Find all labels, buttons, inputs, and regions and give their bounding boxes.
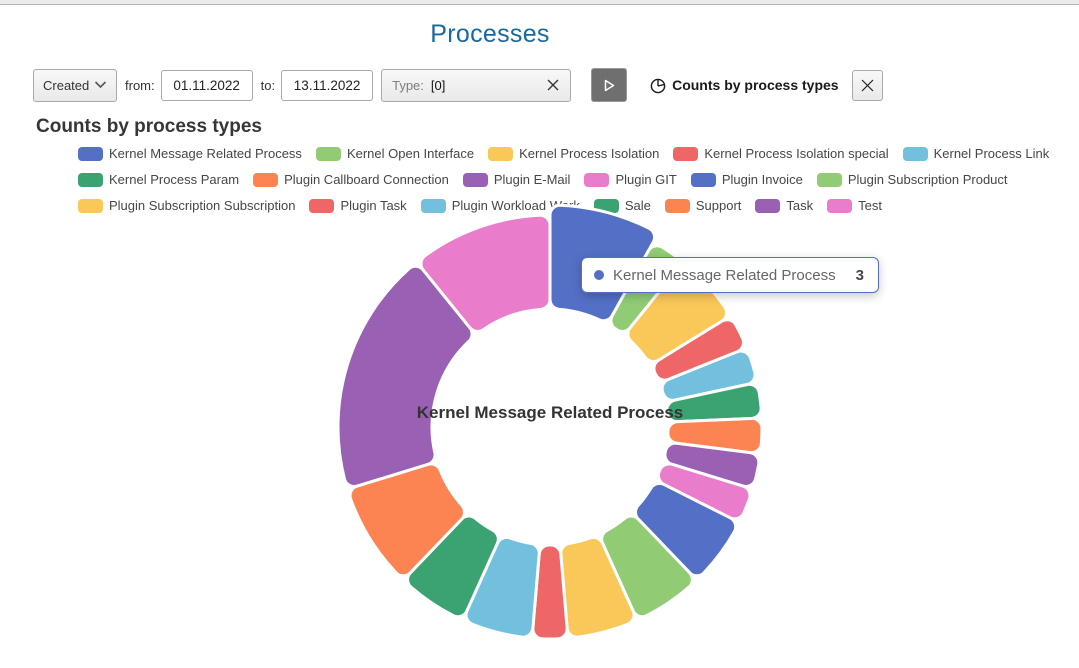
legend-label: Plugin GIT xyxy=(615,172,677,187)
chart-legend: Kernel Message Related Process Kernel Ope… xyxy=(78,146,1049,224)
legend-row: Kernel Process Param Plugin Callboard Con… xyxy=(78,172,1028,187)
legend-swatch xyxy=(78,146,103,161)
filter-toolbar: Created from: to: Type: [0] xyxy=(33,68,1053,102)
legend-swatch xyxy=(253,172,279,187)
to-date-input[interactable] xyxy=(281,69,374,101)
legend-item-13[interactable]: Plugin Workload Work xyxy=(420,198,580,213)
legend-label: Plugin Workload Work xyxy=(451,198,580,213)
legend-label: Kernel Message Related Process xyxy=(109,146,302,161)
legend-label: Kernel Process Isolation special xyxy=(704,146,889,161)
legend-label: Plugin Subscription Subscription xyxy=(109,198,296,213)
donut-chart xyxy=(336,203,764,641)
close-widget-button[interactable] xyxy=(851,69,883,101)
legend-swatch xyxy=(827,198,853,213)
type-filter-value: [0] xyxy=(430,77,446,93)
legend-item-2[interactable]: Kernel Process Isolation xyxy=(488,146,659,161)
chart-type-indicator: Counts by process types xyxy=(650,76,839,94)
tooltip-series-label: Kernel Message Related Process xyxy=(613,266,836,284)
legend-swatch xyxy=(488,146,514,161)
from-label: from: xyxy=(125,77,155,93)
donut-center-label: Kernel Message Related Process xyxy=(416,403,684,422)
legend-item-4[interactable]: Kernel Process Link xyxy=(902,146,1050,161)
legend-swatch xyxy=(420,198,446,213)
legend-label: Kernel Process Link xyxy=(933,146,1050,161)
chart-type-label: Counts by process types xyxy=(672,77,839,93)
legend-item-16[interactable]: Task xyxy=(755,198,813,213)
legend-label: Plugin Subscription Product xyxy=(847,172,1008,187)
to-label: to: xyxy=(260,77,276,93)
legend-swatch xyxy=(315,146,341,161)
legend-item-6[interactable]: Plugin Callboard Connection xyxy=(253,172,449,187)
legend-item-0[interactable]: Kernel Message Related Process xyxy=(78,146,302,161)
tooltip-series-value: 3 xyxy=(855,266,864,284)
legend-label: Test xyxy=(858,198,882,213)
close-icon xyxy=(861,79,874,91)
legend-swatch xyxy=(309,198,335,213)
pie-segment-17[interactable] xyxy=(419,213,552,333)
legend-item-5[interactable]: Kernel Process Param xyxy=(78,172,239,187)
pie-segment-16[interactable] xyxy=(336,264,474,488)
page-title: Processes xyxy=(430,20,550,48)
legend-label: Plugin Callboard Connection xyxy=(284,172,449,187)
type-filter-label: Type: xyxy=(392,77,424,93)
legend-label: Sale xyxy=(624,198,651,213)
legend-row: Plugin Subscription Subscription Plugin T… xyxy=(78,198,1028,213)
legend-swatch xyxy=(902,146,928,161)
legend-swatch xyxy=(78,198,103,213)
legend-swatch xyxy=(816,172,842,187)
legend-swatch xyxy=(664,198,690,213)
legend-item-12[interactable]: Plugin Task xyxy=(309,198,407,213)
close-icon xyxy=(547,79,559,91)
legend-label: Kernel Open Interface xyxy=(346,146,475,161)
date-field-select-value: Created xyxy=(43,77,90,93)
chart-section-heading: Counts by process types xyxy=(36,116,262,137)
legend-swatch xyxy=(673,146,699,161)
legend-item-15[interactable]: Support xyxy=(664,198,742,213)
chevron-down-icon xyxy=(94,81,107,89)
legend-row: Kernel Message Related Process Kernel Ope… xyxy=(78,146,1049,161)
legend-label: Kernel Process Param xyxy=(109,172,240,187)
pie-chart-icon xyxy=(650,78,666,94)
window-top-strip xyxy=(0,0,1079,5)
chart-tooltip: Kernel Message Related Process 3 xyxy=(581,257,879,293)
tooltip-series-dot xyxy=(594,270,604,280)
legend-item-9[interactable]: Plugin Invoice xyxy=(690,172,803,187)
legend-item-7[interactable]: Plugin E-Mail xyxy=(462,172,571,187)
legend-label: Task xyxy=(786,198,814,213)
legend-label: Plugin Task xyxy=(340,198,407,213)
legend-label: Plugin E-Mail xyxy=(493,172,571,187)
date-field-select[interactable]: Created xyxy=(33,68,117,102)
legend-item-1[interactable]: Kernel Open Interface xyxy=(315,146,475,161)
type-filter-field[interactable]: Type: [0] xyxy=(381,68,572,102)
legend-item-17[interactable]: Test xyxy=(827,198,882,213)
legend-label: Support xyxy=(695,198,742,213)
run-query-button[interactable] xyxy=(591,68,628,102)
play-icon xyxy=(604,79,614,91)
legend-label: Plugin Invoice xyxy=(721,172,803,187)
from-date-input[interactable] xyxy=(160,69,253,101)
legend-swatch xyxy=(593,198,619,213)
legend-swatch xyxy=(462,172,488,187)
legend-item-3[interactable]: Kernel Process Isolation special xyxy=(673,146,889,161)
legend-item-11[interactable]: Plugin Subscription Subscription xyxy=(78,198,295,213)
type-filter-clear-icon[interactable] xyxy=(546,78,560,92)
legend-label: Kernel Process Isolation xyxy=(519,146,660,161)
legend-swatch xyxy=(584,172,610,187)
legend-swatch xyxy=(78,172,103,187)
legend-swatch xyxy=(755,198,781,213)
page-title-wrap: Processes xyxy=(0,20,980,49)
legend-item-8[interactable]: Plugin GIT xyxy=(584,172,677,187)
legend-swatch xyxy=(690,172,716,187)
legend-item-10[interactable]: Plugin Subscription Product xyxy=(816,172,1008,187)
legend-item-14[interactable]: Sale xyxy=(593,198,651,213)
